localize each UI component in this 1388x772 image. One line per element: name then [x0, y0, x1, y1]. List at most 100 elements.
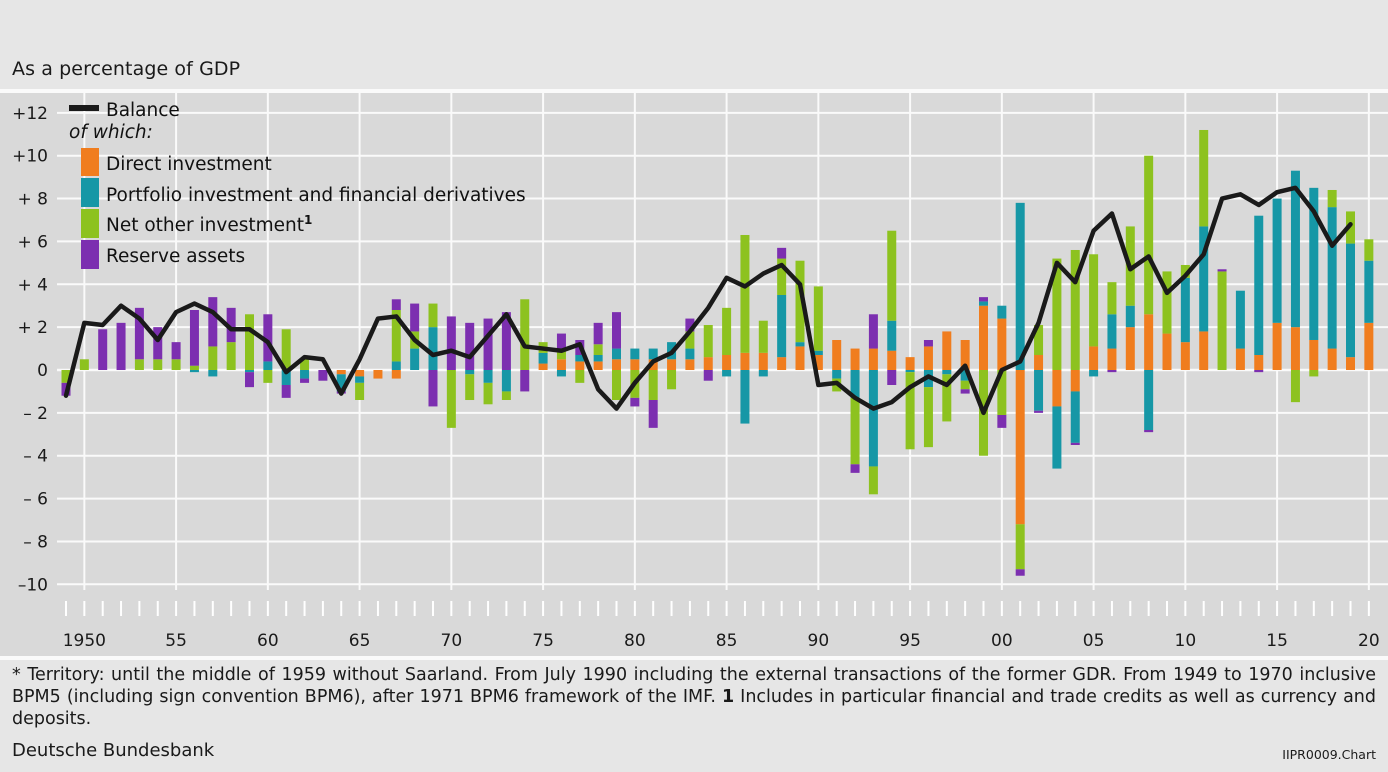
bar-other [648, 370, 658, 400]
bar-portfolio [850, 370, 860, 398]
bar-direct [722, 355, 732, 370]
bar-portfolio [1089, 370, 1099, 377]
x-tick-label: 55 [165, 631, 187, 651]
bar-portfolio [1199, 226, 1209, 332]
y-tick-label: + 4 [18, 275, 48, 295]
bar-portfolio [648, 348, 658, 360]
bar-other [795, 260, 805, 343]
bar-direct [1327, 348, 1337, 370]
legend-label-other-footnote: 1 [304, 213, 312, 227]
legend-label-other-text: Net other investment [106, 215, 304, 236]
bar-direct [1254, 355, 1264, 370]
bar-other [685, 331, 695, 349]
bar-direct [923, 346, 933, 370]
bar-direct [1290, 327, 1300, 370]
bar-other [960, 380, 970, 390]
bar-portfolio [722, 370, 732, 377]
bar-other [153, 359, 163, 370]
bar-reserve [887, 370, 897, 385]
bar-portfolio [685, 348, 695, 360]
y-tick-label: + 6 [18, 232, 48, 252]
bar-other [428, 303, 438, 328]
bar-reserve [648, 400, 658, 428]
bar-other [79, 359, 89, 370]
bar-direct [850, 348, 860, 370]
bar-direct [1015, 370, 1025, 525]
bar-portfolio [887, 320, 897, 351]
bar-other [1327, 189, 1337, 208]
bar-portfolio [428, 327, 438, 370]
bar-reserve [171, 342, 181, 360]
x-tick-label: 95 [899, 631, 921, 651]
y-tick-label: –10 [18, 575, 48, 595]
legend-swatch-reserve [81, 240, 99, 269]
footnote-text-1: * Territory: until the middle of 1959 wi… [12, 665, 1376, 707]
bar-reserve [979, 297, 988, 302]
bar-portfolio [1107, 314, 1117, 349]
bar-other [758, 320, 768, 353]
bar-reserve [685, 318, 695, 332]
bar-reserve [465, 322, 475, 370]
bar-portfolio [355, 376, 365, 383]
bar-reserve [1107, 370, 1117, 373]
x-tick-label: 90 [808, 631, 830, 651]
bar-direct [1107, 348, 1117, 370]
bar-portfolio [1272, 198, 1282, 323]
legend-swatch-portfolio [81, 178, 99, 207]
bar-direct [630, 359, 640, 370]
bar-other [355, 382, 365, 400]
bar-reserve [391, 299, 401, 310]
bar-other [703, 325, 713, 358]
bar-other [483, 382, 493, 405]
bar-portfolio [1309, 187, 1319, 340]
y-tick-label: + 8 [18, 190, 48, 210]
footnote-text-2: Includes in particular financial and tra… [12, 687, 1376, 729]
bar-portfolio [336, 374, 346, 392]
bar-other [1144, 155, 1154, 315]
bar-other [813, 286, 823, 351]
bar-direct [373, 370, 383, 379]
bar-other [905, 372, 915, 450]
bar-reserve [281, 385, 291, 398]
bar-other [575, 370, 585, 383]
bar-portfolio [575, 355, 585, 362]
legend-label-reserve: Reserve assets [106, 246, 245, 267]
bar-portfolio [1364, 260, 1374, 323]
bar-portfolio [410, 348, 420, 370]
bar-reserve [318, 370, 328, 381]
bar-direct [1070, 370, 1080, 392]
bar-reserve [923, 340, 933, 347]
bar-other [1070, 249, 1080, 370]
y-tick-label: +12 [12, 104, 48, 124]
bar-portfolio [997, 305, 1007, 319]
y-tick-label: +10 [12, 147, 48, 167]
bar-direct [942, 331, 952, 370]
bar-portfolio [758, 370, 768, 377]
bar-direct [960, 340, 970, 370]
bar-other [942, 374, 952, 422]
bar-other [520, 299, 530, 370]
bar-reserve [446, 316, 456, 370]
bar-direct [667, 359, 677, 370]
bar-direct [740, 352, 750, 370]
bar-direct [575, 361, 585, 370]
plot-background [0, 93, 1388, 656]
bar-reserve [703, 370, 713, 381]
x-tick-label: 65 [349, 631, 371, 651]
bar-direct [795, 346, 805, 370]
bar-direct [758, 352, 768, 370]
bar-other [777, 258, 787, 295]
bar-reserve [410, 303, 420, 332]
bar-direct [1346, 357, 1355, 370]
bar-other [300, 359, 310, 370]
balance-line [63, 185, 1353, 416]
y-tick-label: – 4 [23, 447, 48, 467]
bar-portfolio [832, 370, 842, 379]
source: Deutsche Bundesbank [12, 740, 215, 761]
bar-portfolio [1327, 207, 1337, 349]
bar-other [281, 329, 291, 370]
bar-reserve [189, 310, 199, 366]
bar-reserve [153, 327, 163, 360]
y-tick-label: – 6 [23, 490, 48, 510]
